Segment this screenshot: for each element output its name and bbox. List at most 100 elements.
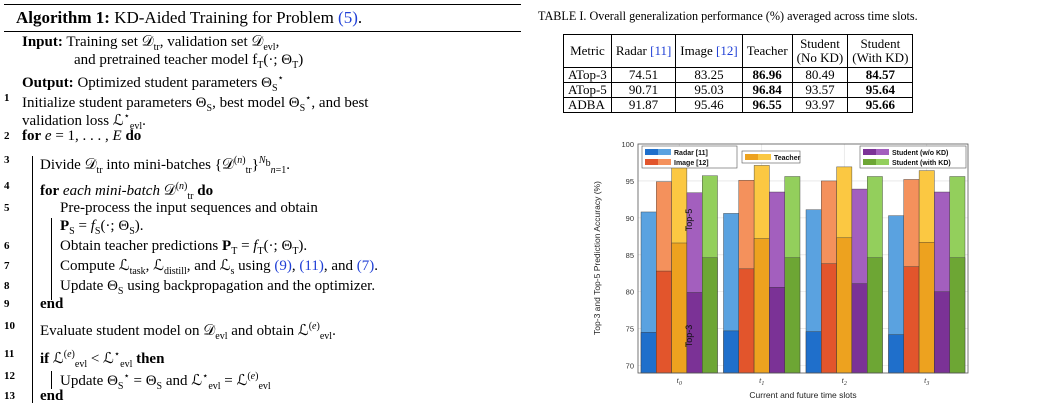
line-text: end (40, 388, 64, 404)
y-tick-label: 75 (626, 325, 634, 334)
line-text: if ℒ(e)evl < ℒ⋆evl then (40, 349, 165, 370)
y-axis-label: Top-3 and Top-5 Prediction Accuracy (%) (592, 181, 602, 335)
line-text: Obtain teacher predictions PT = fT(·; ΘT… (60, 238, 308, 257)
algorithm-output: Output: Optimized student parameters ΘS⋆ (22, 73, 284, 94)
top3-annotation: Top-3 (684, 325, 694, 348)
line-text: Compute ℒtask, ℒdistill, and ℒs using (9… (60, 258, 379, 277)
table-caption: TABLE I. Overall generalization performa… (538, 9, 918, 23)
y-tick-label: 100 (621, 140, 634, 149)
legend-swatch (876, 159, 889, 165)
legend-swatch (658, 149, 671, 155)
bar-top3 (851, 283, 868, 374)
bar-top3 (918, 242, 935, 374)
top5-annotation: Top-5 (684, 209, 694, 232)
bar-top3 (934, 291, 950, 374)
x-axis-label: Current and future time slots (749, 390, 856, 400)
line-number: 11 (4, 348, 15, 360)
legend-label: Student (with KD) (892, 160, 951, 167)
table-cell: 96.55 (741, 97, 793, 113)
legend-label: Student (w/o KD) (892, 150, 948, 157)
table-cell: 93.57 (791, 82, 849, 98)
header-image: Image [12] (675, 34, 743, 68)
line-text: for each mini-batch 𝒟(n)tr do (40, 181, 214, 202)
table-cell: 86.96 (741, 67, 793, 83)
bar-top3 (784, 257, 801, 374)
table-cell: 84.57 (847, 67, 914, 83)
algorithm-block: Algorithm 1: KD-Aided Training for Probl… (4, 4, 521, 404)
y-tick-label: 85 (626, 251, 634, 260)
accuracy-bar-chart: 70 75 80 85 90 95 100 t0 t1 t2 t3 Top-3 and Top-5… (592, 140, 969, 400)
legend-swatch (658, 159, 671, 165)
table-cell: 95.64 (847, 82, 914, 98)
line-number: 5 (4, 202, 10, 214)
legend-swatch (863, 149, 876, 155)
table-row: ATop-5 90.71 95.03 96.84 93.57 95.64 (563, 82, 914, 98)
y-tick-label: 80 (626, 288, 634, 297)
row-metric: ADBA (563, 97, 612, 113)
bar-top3 (701, 257, 718, 374)
legend-label: Image [12] (674, 160, 709, 167)
bar-top3 (656, 270, 672, 374)
line-number: 13 (4, 390, 15, 402)
bar-top3 (888, 334, 905, 374)
bar-top3 (640, 332, 657, 374)
table-row: ADBA 91.87 95.46 96.55 93.97 95.66 (563, 97, 914, 113)
table-cell: 95.66 (847, 97, 914, 113)
line-number: 1 (4, 92, 10, 104)
radar-ref-link[interactable]: [11] (650, 43, 672, 58)
line-text: Update ΘS using backpropagation and the … (60, 278, 376, 297)
header-metric: Metric (563, 34, 612, 68)
table-cell: 90.71 (610, 82, 677, 98)
legend-swatch (645, 159, 658, 165)
chart-bars (640, 165, 966, 374)
row-metric: ATop-3 (563, 67, 612, 83)
x-axis-ticks: t0 t1 t2 t3 (677, 376, 930, 387)
bar-top3 (949, 257, 966, 374)
bar-top3 (769, 287, 785, 374)
x-tick-label: t0 (677, 376, 682, 387)
row-metric: ATop-5 (563, 82, 612, 98)
table-row: ATop-3 74.51 83.25 86.96 80.49 84.57 (563, 67, 914, 83)
table-cell: 95.03 (675, 82, 743, 98)
inner-loop-guide (51, 218, 52, 300)
x-tick-label: t2 (842, 376, 847, 387)
algorithm-title-ref[interactable]: (5) (338, 8, 358, 27)
bar-top3 (753, 238, 770, 374)
x-tick-label: t1 (759, 376, 764, 387)
image-ref-link[interactable]: [12] (716, 43, 738, 58)
y-axis-ticks: 70 75 80 85 90 95 100 (621, 140, 634, 371)
line-number: 6 (4, 240, 10, 252)
line-number: 2 (4, 130, 10, 142)
for-loop-guide (32, 156, 33, 403)
line-number: 10 (4, 320, 15, 332)
algorithm-title-text: KD-Aided Training for Problem (114, 8, 334, 27)
bar-top3 (671, 242, 688, 374)
table-body: ATop-3 74.51 83.25 86.96 80.49 84.57 ATop-5 90.… (563, 67, 914, 113)
legend-swatch (876, 149, 889, 155)
chart-legend: Radar [11] Image [12] Teacher Student (w/o … (641, 145, 967, 169)
algorithm-title: Algorithm 1: KD-Aided Training for Probl… (4, 5, 521, 32)
table-cell: 74.51 (610, 67, 677, 83)
line-text: validation loss ℒ⋆evl. (22, 111, 146, 132)
line-number: 8 (4, 280, 10, 292)
line-number: 12 (4, 370, 15, 382)
results-table: Metric Radar [11] Image [12] Teacher Stu… (563, 34, 914, 113)
bar-top3 (723, 330, 740, 374)
algorithm-number: Algorithm 1: (16, 8, 110, 27)
line-text: Evaluate student model on 𝒟evl and obtai… (40, 321, 336, 342)
plot-frame (637, 143, 969, 374)
algorithm-input: Input: Training set 𝒟tr, validation set … (22, 34, 280, 53)
legend-swatch (758, 154, 771, 160)
x-tick-label: t3 (924, 376, 929, 387)
line-number: 3 (4, 154, 10, 166)
algorithm-body: Input: Training set 𝒟tr, validation set … (4, 32, 521, 404)
legend-swatch (745, 154, 758, 160)
header-student-kd: Student (With KD) (847, 34, 914, 68)
table-cell: 91.87 (610, 97, 677, 113)
line-number: 7 (4, 260, 10, 272)
bar-top3 (836, 237, 853, 374)
line-text: Pre-process the input sequences and obta… (60, 200, 318, 216)
table-cell: 93.97 (791, 97, 849, 113)
table-cell: 95.46 (675, 97, 743, 113)
y-tick-label: 70 (626, 362, 634, 371)
